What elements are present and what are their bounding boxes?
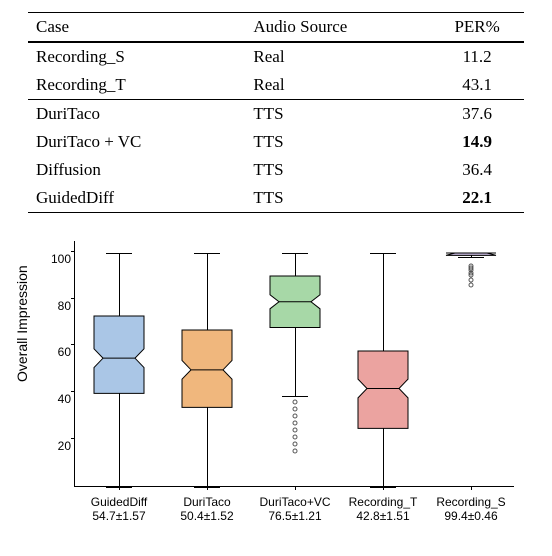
cap xyxy=(282,253,308,254)
cap xyxy=(282,396,308,397)
x-tick-group: Recording_T42.8±1.51 xyxy=(339,496,427,524)
y-axis-label: Overall Impression xyxy=(14,265,30,382)
x-tick xyxy=(471,486,472,490)
x-sublabel: 50.4±1.52 xyxy=(180,509,233,523)
table-row: DuriTaco + VCTTS14.9 xyxy=(28,128,524,156)
x-tick xyxy=(119,486,120,490)
box xyxy=(181,329,233,408)
x-tick xyxy=(207,486,208,490)
x-tick xyxy=(383,486,384,490)
x-tick xyxy=(295,486,296,490)
cap xyxy=(106,253,132,254)
outlier xyxy=(293,441,298,446)
outlier xyxy=(469,282,474,287)
y-tick-label: 20 xyxy=(41,439,71,453)
results-table: Case Audio Source PER% Recording_SReal11… xyxy=(28,12,524,213)
outlier xyxy=(293,448,298,453)
x-sublabel: 99.4±0.46 xyxy=(444,509,497,523)
cap xyxy=(458,257,484,258)
box xyxy=(445,252,497,256)
x-sublabel: 76.5±1.21 xyxy=(268,509,321,523)
outlier xyxy=(293,434,298,439)
box xyxy=(357,350,409,429)
x-label: Recording_T xyxy=(349,495,418,509)
whisker xyxy=(207,253,208,330)
boxplot-chart: Overall Impression 20406080100GuidedDiff… xyxy=(28,237,524,527)
whisker xyxy=(295,328,296,396)
x-label: Recording_S xyxy=(436,495,505,509)
table-row: Recording_TReal43.1 xyxy=(28,71,524,100)
x-tick-group: GuidedDiff54.7±1.57 xyxy=(75,496,163,524)
whisker xyxy=(207,407,208,487)
x-sublabel: 42.8±1.51 xyxy=(356,509,409,523)
y-tick-label: 100 xyxy=(41,252,71,266)
whisker xyxy=(295,253,296,276)
box xyxy=(93,315,145,394)
x-label: DuriTaco xyxy=(183,495,230,509)
cap xyxy=(194,253,220,254)
outlier xyxy=(469,263,474,268)
plot-area: 20406080100GuidedDiff54.7±1.57DuriTaco50… xyxy=(74,241,514,487)
outlier xyxy=(293,413,298,418)
y-tick-label: 40 xyxy=(41,392,71,406)
whisker xyxy=(119,393,120,487)
y-tick-label: 60 xyxy=(41,345,71,359)
outlier xyxy=(293,427,298,432)
x-label: GuidedDiff xyxy=(91,495,147,509)
outlier xyxy=(293,406,298,411)
box xyxy=(269,275,321,329)
x-label: DuriTaco+VC xyxy=(259,495,330,509)
col-case: Case xyxy=(28,13,213,42)
x-tick-group: DuriTaco50.4±1.52 xyxy=(163,496,251,524)
col-per: PER% xyxy=(430,13,524,42)
outlier xyxy=(293,420,298,425)
x-tick-group: DuriTaco+VC76.5±1.21 xyxy=(251,496,339,524)
whisker xyxy=(383,428,384,487)
whisker xyxy=(119,253,120,316)
table-row: Recording_SReal11.2 xyxy=(28,43,524,72)
whisker xyxy=(383,253,384,351)
x-tick-group: Recording_S99.4±0.46 xyxy=(427,496,515,524)
y-tick-label: 80 xyxy=(41,299,71,313)
table-row: DiffusionTTS36.4 xyxy=(28,156,524,184)
table-row: DuriTacoTTS37.6 xyxy=(28,100,524,129)
cap xyxy=(370,253,396,254)
x-sublabel: 54.7±1.57 xyxy=(92,509,145,523)
outlier xyxy=(293,399,298,404)
col-source: Audio Source xyxy=(213,13,430,42)
table-row: GuidedDiffTTS22.1 xyxy=(28,184,524,213)
